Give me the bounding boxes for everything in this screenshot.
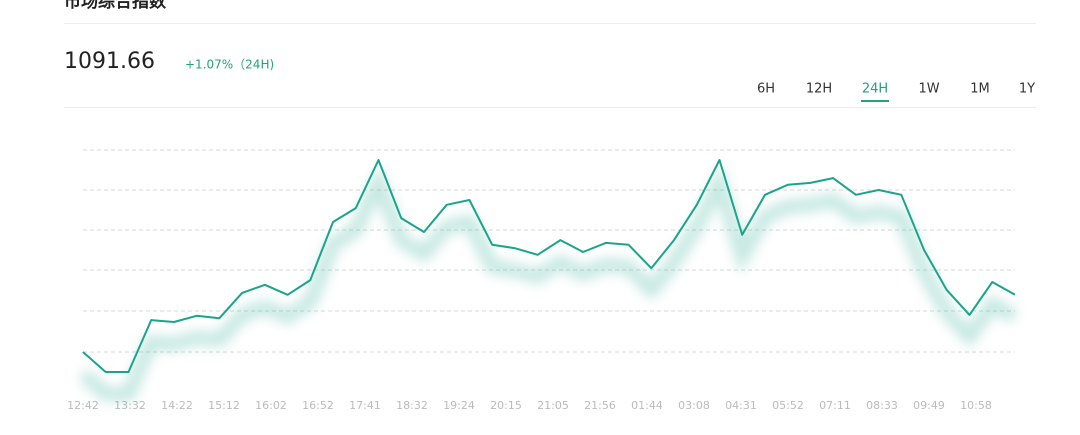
x-tick-label: 16:02 <box>255 399 287 412</box>
change: +1.07%（24H) <box>185 58 274 72</box>
line-glow <box>78 163 1019 401</box>
x-tick-label: 17:41 <box>349 399 381 412</box>
title: 市场综合指数 <box>64 0 167 12</box>
x-tick-label: 16:52 <box>302 399 334 412</box>
x-tick-label: 12:42 <box>67 399 99 412</box>
tab[interactable]: 1M <box>970 82 990 97</box>
price: 1091.66 <box>64 49 155 74</box>
x-tick-label: 07:11 <box>819 399 851 412</box>
x-tick-label: 20:15 <box>490 399 522 412</box>
tab-underline <box>861 100 889 102</box>
line <box>82 159 1016 373</box>
tab[interactable]: 24H <box>862 82 888 97</box>
x-tick-label: 05:52 <box>772 399 804 412</box>
x-tick-label: 14:22 <box>161 399 193 412</box>
x-tick-label: 21:05 <box>537 399 569 412</box>
x-tick-label: 15:12 <box>208 399 240 412</box>
x-tick-label: 03:08 <box>678 399 710 412</box>
x-tick-label: 19:24 <box>443 399 475 412</box>
x-tick-label: 10:58 <box>960 399 992 412</box>
x-tick-label: 01:44 <box>631 399 663 412</box>
tab[interactable]: 1W <box>918 82 939 97</box>
tab[interactable]: 12H <box>806 82 832 97</box>
tab[interactable]: 6H <box>757 82 775 97</box>
x-tick-label: 09:49 <box>913 399 945 412</box>
x-tick-label: 04:31 <box>725 399 757 412</box>
tab[interactable]: 1Y <box>1019 82 1035 97</box>
x-tick-label: 13:32 <box>114 399 146 412</box>
x-tick-label: 08:33 <box>866 399 898 412</box>
x-tick-label: 21:56 <box>584 399 616 412</box>
grid <box>83 149 1015 353</box>
x-tick-label: 18:32 <box>396 399 428 412</box>
